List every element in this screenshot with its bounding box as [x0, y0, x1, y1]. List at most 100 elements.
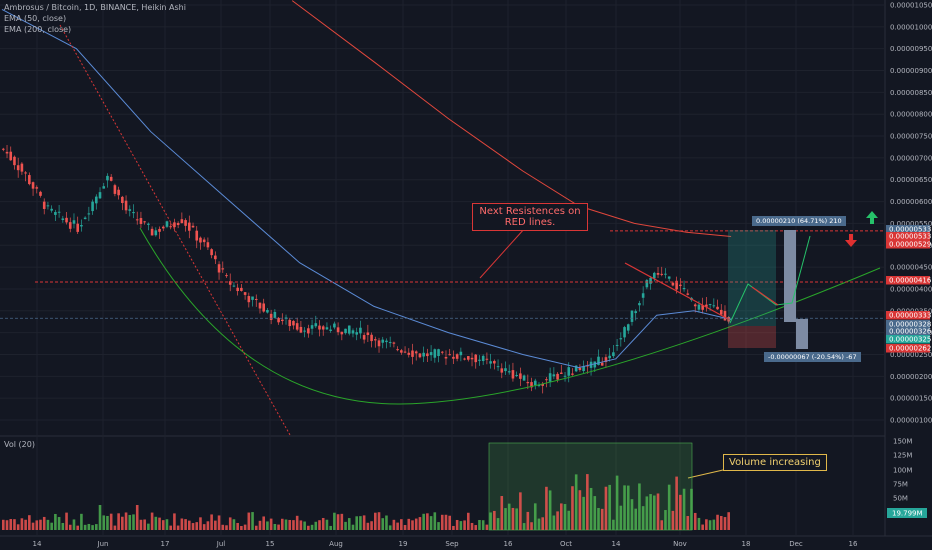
price-plot-area[interactable] — [0, 0, 885, 479]
candle-body — [496, 366, 500, 368]
volume-bar — [385, 515, 388, 530]
candle-body — [474, 354, 478, 363]
candle-body — [556, 373, 559, 380]
candle-body — [195, 230, 199, 241]
candle-body — [615, 344, 619, 346]
price-tick-label: 0.00000400 — [890, 285, 932, 293]
volume-bar — [351, 524, 355, 530]
candle-body — [217, 264, 221, 273]
candle-body — [664, 273, 667, 275]
volume-bar — [615, 475, 619, 530]
time-tick-label: Oct — [560, 540, 572, 548]
candle-body — [314, 323, 318, 327]
measure-bar-up — [784, 230, 796, 322]
candle-body — [411, 350, 414, 357]
candle-body — [377, 340, 381, 347]
candle-body — [493, 360, 496, 364]
candle-body — [128, 209, 132, 211]
volume-bar — [147, 523, 150, 530]
candle-body — [247, 296, 251, 303]
stop-zone — [728, 326, 776, 348]
volume-bar — [727, 512, 730, 530]
volume-bar — [359, 516, 362, 530]
volume-bar — [65, 512, 68, 530]
candle-body — [307, 328, 310, 334]
candle-body — [95, 196, 98, 204]
candle-body — [2, 148, 5, 150]
candle-body — [281, 319, 284, 322]
time-tick-label: 17 — [161, 540, 170, 548]
volume-bar — [440, 514, 444, 530]
volume-bar — [80, 513, 83, 530]
volume-axis: 150M125M100M75M50M25M19.799M — [887, 438, 927, 518]
candle-body — [336, 327, 340, 333]
candle-body — [165, 221, 169, 227]
volume-bar — [578, 490, 582, 530]
volume-bar — [42, 516, 46, 530]
candle-body — [20, 163, 24, 172]
time-tick-label: 15 — [266, 540, 275, 548]
candle-body — [392, 342, 396, 344]
price-tick-label: 0.00000100 — [890, 417, 932, 425]
price-tag-label: 0.00000533 — [889, 226, 931, 234]
candle-body — [481, 355, 485, 362]
candle-body — [258, 302, 262, 309]
candle-body — [299, 326, 303, 333]
candle-body — [277, 317, 280, 323]
candle-body — [693, 304, 697, 307]
candle-body — [344, 328, 347, 334]
volume-bar — [641, 506, 645, 530]
volume-bar — [321, 517, 325, 530]
up-arrow-icon — [866, 211, 878, 224]
price-tick-label: 0.00000950 — [890, 45, 932, 53]
volume-bar — [20, 518, 24, 530]
candle-body — [381, 339, 385, 343]
time-axis[interactable]: 14 Jun 17 Jul 15 Aug 19 Sep 16 Oct 14 Nov 18 Dec 16 — [33, 540, 858, 548]
volume-bar — [355, 516, 358, 530]
volume-bar — [98, 505, 102, 530]
time-tick-label: 16 — [504, 540, 513, 548]
volume-bar — [422, 513, 425, 530]
candle-body — [251, 296, 254, 300]
candle-body — [656, 272, 660, 275]
volume-bar — [258, 520, 262, 530]
price-axis[interactable]: 0.00001050 0.00001000 0.00000950 0.00000900… — [886, 2, 932, 425]
time-tick-label: Nov — [673, 540, 687, 548]
measure-down-label: -0.00000067 (-20.54%) -67 — [764, 352, 861, 362]
candle-body — [243, 292, 247, 295]
candle-body — [106, 175, 109, 181]
candle-body — [65, 217, 68, 223]
volume-bar — [228, 517, 232, 530]
volume-bar — [150, 512, 154, 530]
candle-body — [266, 309, 269, 313]
volume-bar — [24, 519, 27, 530]
candle-body — [50, 208, 53, 211]
candle-body — [333, 323, 336, 328]
candle-body — [653, 272, 656, 279]
volume-tick-label: 125M — [893, 452, 912, 460]
candle-body — [28, 175, 31, 185]
volume-bar — [537, 518, 541, 530]
time-tick-label: 16 — [849, 540, 858, 548]
candle-body — [80, 225, 83, 227]
candle-body — [526, 382, 530, 384]
candle-body — [403, 351, 407, 353]
volume-tick-label: 75M — [893, 481, 908, 489]
candle-body — [455, 354, 459, 359]
candle-body — [5, 151, 9, 154]
price-tick-label: 0.00000450 — [890, 264, 932, 272]
volume-bar — [236, 522, 239, 530]
candle-body — [522, 375, 526, 381]
candle-body — [459, 351, 463, 356]
candle-body — [340, 331, 344, 335]
volume-bar — [154, 516, 158, 530]
candle-body — [42, 201, 46, 209]
volume-bar — [340, 513, 344, 530]
candle-body — [68, 222, 72, 229]
volume-bar — [9, 519, 13, 530]
volume-bar — [682, 488, 686, 530]
candle-body — [626, 324, 630, 331]
volume-bar — [474, 525, 478, 530]
